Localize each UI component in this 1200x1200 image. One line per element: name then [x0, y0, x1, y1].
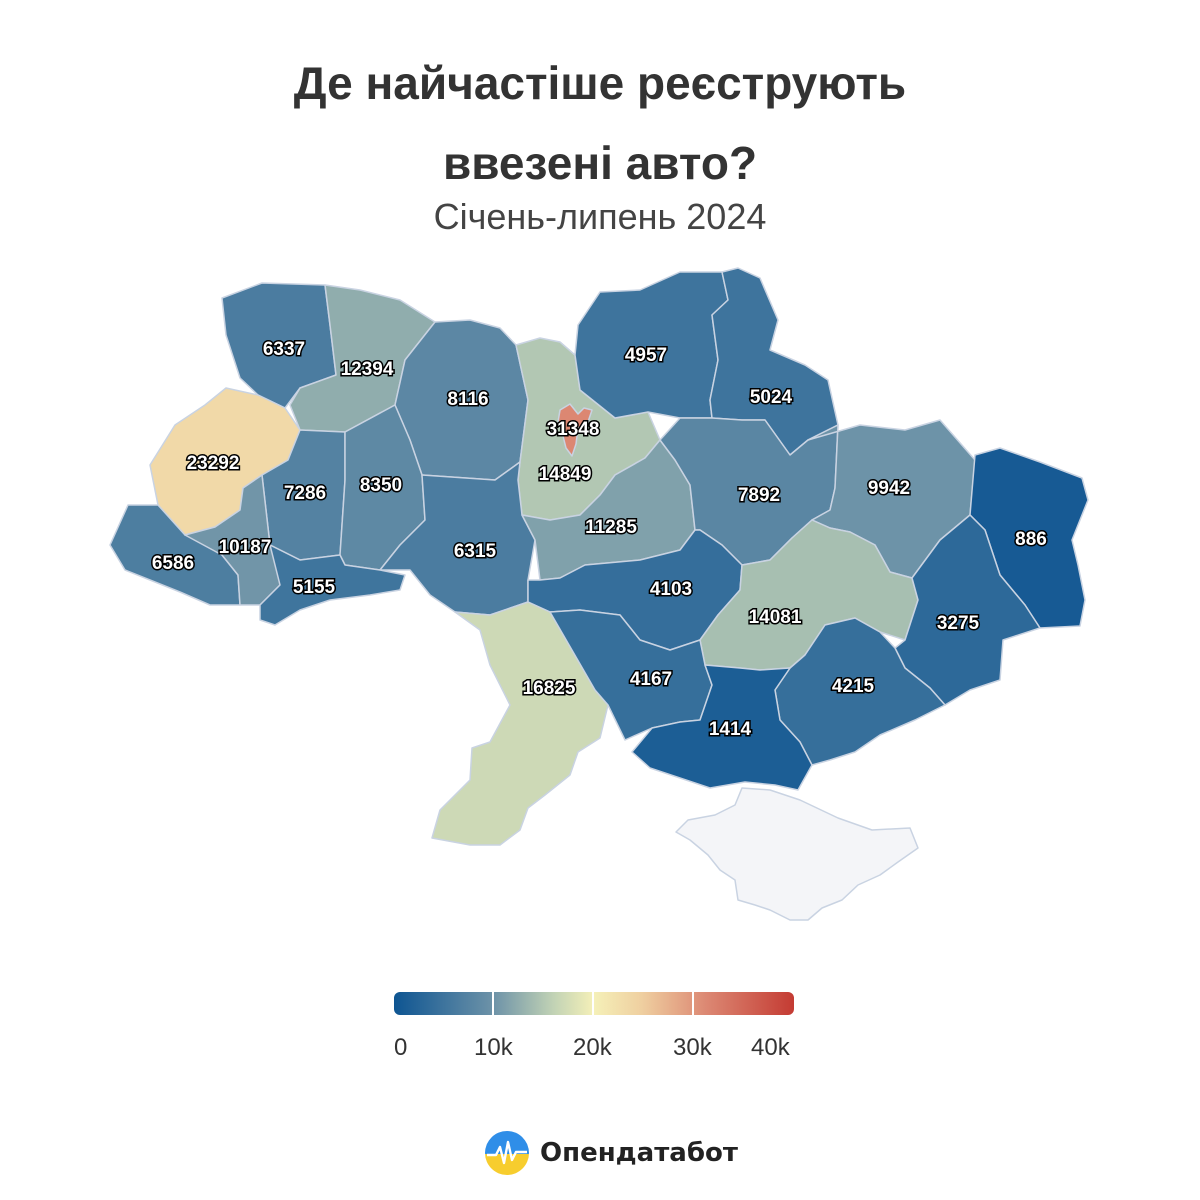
region-crimea — [675, 787, 919, 921]
region-chernivtsi[interactable] — [259, 544, 406, 626]
chart-title-line1: Де найчастіше реєструють — [293, 57, 907, 109]
region-value-label: 4167 — [630, 669, 672, 690]
region-value-label: 5024 — [750, 387, 793, 408]
legend-tick-label: 40k — [751, 1034, 790, 1061]
region-value-label: 10187 — [219, 537, 272, 558]
region-value-label: 6337 — [263, 339, 305, 360]
region-kyiv-city[interactable] — [557, 403, 593, 457]
region-value-label: 886 — [1015, 529, 1047, 550]
chart-subtitle: Січень-липень 2024 — [433, 196, 767, 237]
chart-title-line2: ввезені авто? — [442, 137, 758, 189]
region-value-label: 9942 — [868, 478, 910, 499]
opendatabot-logo-icon — [485, 1131, 529, 1175]
region-value-label: 1414 — [709, 719, 752, 740]
region-value-label: 8116 — [447, 389, 488, 410]
brand-name: Опендатабот — [540, 1138, 738, 1168]
legend-tick-label: 10k — [474, 1034, 513, 1061]
legend-tick-label: 20k — [573, 1034, 612, 1061]
region-value-label: 4215 — [832, 676, 875, 697]
region-value-label: 4957 — [625, 345, 667, 366]
legend-tick-label: 0 — [394, 1034, 408, 1061]
region-value-label: 6315 — [454, 541, 497, 562]
region-value-label: 8350 — [360, 475, 402, 496]
region-donetsk[interactable] — [894, 514, 1041, 706]
region-value-label: 7286 — [284, 483, 326, 504]
region-value-label: 7892 — [738, 485, 780, 506]
brand-logo[interactable]: Опендатабот — [484, 1130, 738, 1176]
region-value-label: 5155 — [293, 577, 336, 598]
region-value-label: 16825 — [523, 678, 576, 699]
region-value-label: 11285 — [585, 517, 637, 538]
region-value-label: 4103 — [650, 579, 692, 600]
region-value-label: 6586 — [152, 553, 194, 574]
legend-tick-label: 30k — [673, 1034, 712, 1061]
region-value-label: 14081 — [749, 607, 802, 628]
region-value-label: 3275 — [937, 613, 980, 634]
region-value-label: 14849 — [539, 464, 592, 485]
region-value-label: 31348 — [547, 419, 600, 440]
region-value-label: 23292 — [187, 453, 240, 474]
region-kherson[interactable] — [631, 664, 813, 791]
region-value-label: 12394 — [341, 359, 394, 380]
